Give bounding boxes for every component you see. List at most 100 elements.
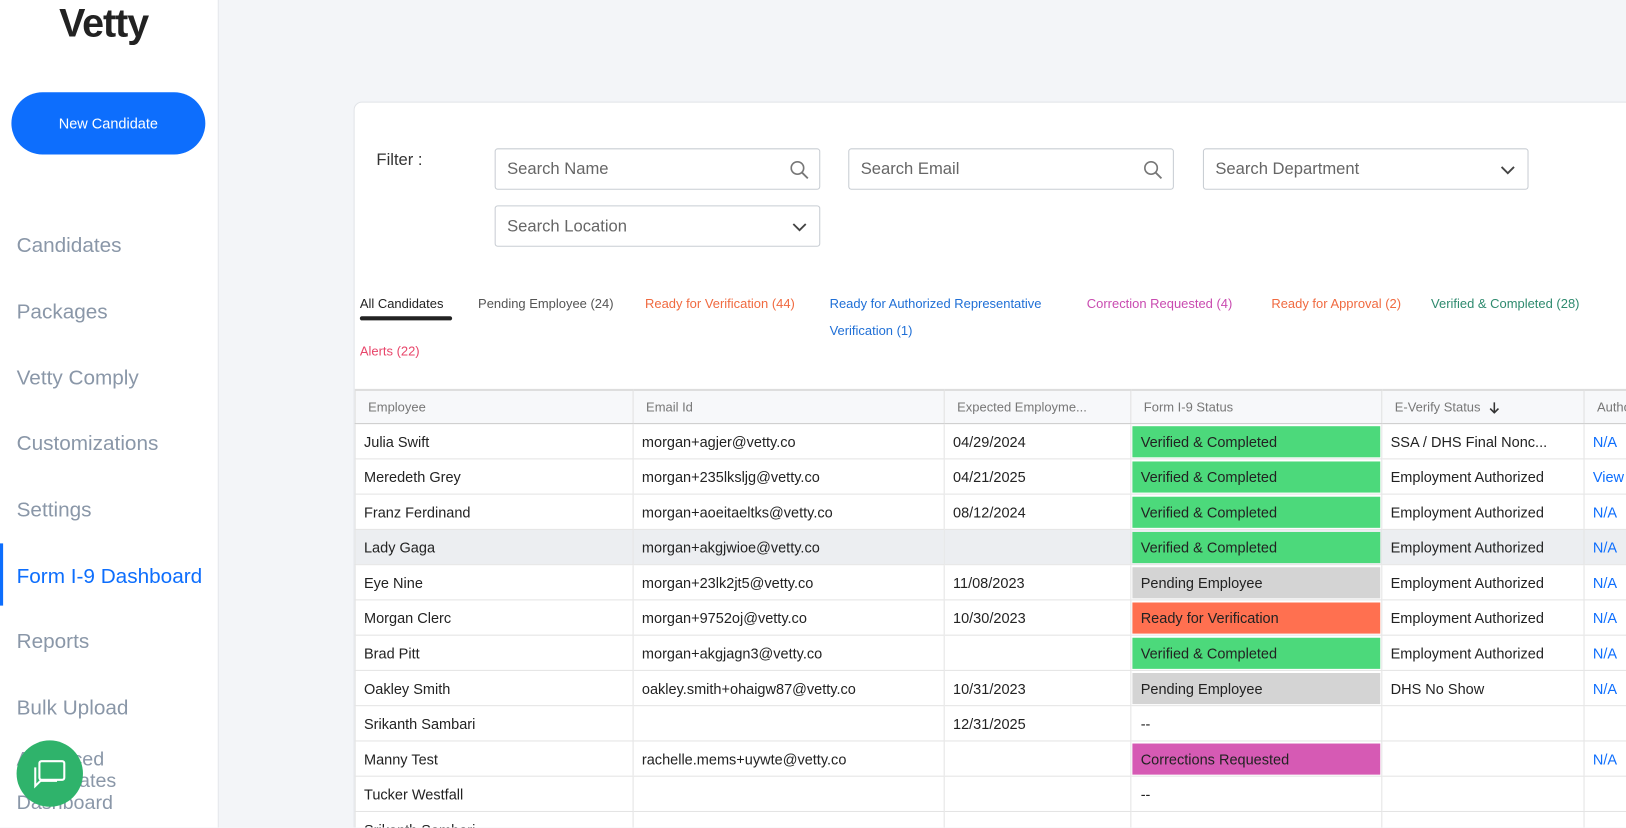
search-icon [790, 160, 809, 180]
table-row[interactable]: Tucker Westfall -- [354, 776, 1626, 812]
table-cell: Morgan Clerc [354, 599, 634, 636]
status-cell: -- [1130, 811, 1382, 828]
search-name[interactable]: Search Name [494, 148, 821, 190]
sidebar: Vetty New Candidate Candidates Packages Ve… [0, 0, 219, 828]
table-cell: morgan+akgjagn3@vetty.co [632, 635, 945, 671]
representative-link[interactable]: N/A [1583, 529, 1626, 566]
representative-link[interactable]: N/A [1583, 423, 1626, 460]
status-badge: Corrections Requested [1132, 743, 1381, 775]
table-row[interactable]: Eye Nine morgan+23lk2jt5@vetty.co 11/08/20… [354, 564, 1626, 601]
table-cell [943, 776, 1131, 812]
status-badge: -- [1140, 785, 1151, 803]
column-header[interactable]: Email Id [632, 388, 945, 425]
representative-link[interactable]: View Details [1583, 458, 1626, 495]
search-location[interactable]: Search Location [494, 205, 821, 247]
sort-icon[interactable] [1487, 402, 1502, 415]
column-header[interactable]: E-Verify Status [1381, 388, 1585, 425]
chat-icon [34, 760, 66, 789]
column-header[interactable]: Employee [354, 388, 634, 425]
search-email[interactable]: Search Email [848, 148, 1174, 190]
status-cell: Corrections Requested [1130, 740, 1382, 777]
logo[interactable]: Vetty [59, 2, 149, 46]
tab[interactable]: Verified & Completed (28) [1431, 296, 1580, 312]
table-cell: Eye Nine [354, 564, 634, 601]
active-indicator [0, 543, 4, 606]
filter-label: Filter : [376, 151, 423, 170]
table-cell: rachelle.mems+uywte@vetty.co [632, 740, 945, 777]
tab[interactable]: Correction Requested (4) [1086, 296, 1233, 312]
status-badge: Pending Employee [1132, 566, 1381, 598]
column-header[interactable]: Expected Employme... [943, 388, 1131, 425]
table-cell [1381, 776, 1585, 812]
tab[interactable]: All Candidates [359, 296, 444, 312]
representative-link[interactable]: N/A [1583, 564, 1626, 601]
nav-item[interactable]: Reports [16, 630, 90, 654]
table-cell: Employment Authorized [1381, 494, 1585, 530]
table-row[interactable]: Manny Test rachelle.mems+uywte@vetty.co Co… [354, 740, 1626, 777]
table-row[interactable]: Brad Pitt morgan+akgjagn3@vetty.co Verifie… [354, 635, 1626, 671]
table-cell [943, 740, 1131, 777]
table-row[interactable]: Lady Gaga morgan+akgjwioe@vetty.co Verifie… [354, 529, 1626, 566]
representative-link[interactable]: N/A [1583, 494, 1626, 530]
table-cell: morgan+9752oj@vetty.co [632, 599, 945, 636]
table-cell: SSA / DHS Final Nonc... [1381, 423, 1585, 460]
tab[interactable]: Ready for Verification (44) [645, 296, 795, 312]
table-cell: DHS No Show [1381, 670, 1585, 707]
table-row[interactable]: Morgan Clerc morgan+9752oj@vetty.co 10/30/… [354, 599, 1626, 636]
status-cell: Verified & Completed [1130, 494, 1382, 530]
representative-link [1583, 811, 1626, 828]
table-cell [632, 811, 945, 828]
nav-item[interactable]: Customizations [16, 432, 159, 456]
representative-link[interactable]: N/A [1583, 599, 1626, 636]
search-department[interactable]: Search Department [1202, 148, 1529, 190]
table-cell: morgan+agjer@vetty.co [632, 423, 945, 460]
table-cell: Tucker Westfall [354, 776, 634, 812]
placeholder: Search Name [507, 160, 609, 179]
table-row[interactable]: Oakley Smith oakley.smith+ohaigw87@vetty.… [354, 670, 1626, 707]
table-cell: 10/31/2023 [943, 670, 1131, 707]
table-row[interactable]: Srikanth Sambari -- [354, 811, 1626, 828]
table-row[interactable]: Meredeth Grey morgan+235lksljg@vetty.co 04… [354, 458, 1626, 495]
tab[interactable]: Ready for Authorized Representative Veri… [829, 296, 1042, 339]
nav-item[interactable]: Settings [16, 498, 92, 522]
representative-link[interactable]: N/A [1583, 740, 1626, 777]
nav-item[interactable]: Form I-9 Dashboard [16, 565, 203, 588]
table-row[interactable]: Srikanth Sambari 12/31/2025 -- [354, 705, 1626, 742]
nav-item[interactable]: Candidates [16, 234, 122, 258]
table-cell: Meredeth Grey [354, 458, 634, 495]
table-cell: 10/30/2023 [943, 599, 1131, 636]
status-cell: Verified & Completed [1130, 635, 1382, 671]
table-cell: Srikanth Sambari [354, 811, 634, 828]
nav-item[interactable]: Bulk Upload [16, 696, 129, 720]
table-cell: morgan+aoeitaeltks@vetty.co [632, 494, 945, 530]
status-cell: Verified & Completed [1130, 458, 1382, 495]
table-cell: Brad Pitt [354, 635, 634, 671]
new-candidate-button[interactable]: New Candidate [11, 92, 206, 155]
status-badge: Verified & Completed [1132, 531, 1381, 563]
status-cell: Verified & Completed [1130, 529, 1382, 566]
status-badge: Ready for Verification [1132, 601, 1381, 634]
status-cell: Pending Employee [1130, 670, 1382, 707]
status-cell: Pending Employee [1130, 564, 1382, 601]
chat-button[interactable] [16, 740, 83, 807]
placeholder: Search Location [507, 217, 628, 236]
tab[interactable]: Alerts (22) [359, 344, 420, 359]
table-row[interactable]: Franz Ferdinand morgan+aoeitaeltks@vetty.… [354, 494, 1626, 530]
tab[interactable]: Pending Employee (24) [478, 296, 614, 312]
table-cell: Oakley Smith [354, 670, 634, 707]
table-cell: morgan+23lk2jt5@vetty.co [632, 564, 945, 601]
table-cell: Manny Test [354, 740, 634, 777]
table-cell: Srikanth Sambari [354, 705, 634, 742]
tab[interactable]: Ready for Approval (2) [1271, 296, 1402, 312]
nav-item[interactable]: Packages [16, 300, 108, 324]
column-header[interactable]: Authorized Representa... [1583, 388, 1626, 425]
representative-link[interactable]: N/A [1583, 670, 1626, 707]
nav-item[interactable]: Vetty Comply [16, 367, 139, 390]
column-header[interactable]: Form I-9 Status [1130, 388, 1382, 425]
table-cell: Employment Authorized [1381, 529, 1585, 566]
table-cell: 08/12/2024 [943, 494, 1131, 530]
table-row[interactable]: Julia Swift morgan+agjer@vetty.co 04/29/20… [354, 423, 1626, 460]
representative-link[interactable]: N/A [1583, 635, 1626, 671]
candidates-table: Employee Email Id Expected Employme... Form… [354, 388, 1626, 828]
table-cell: Franz Ferdinand [354, 494, 634, 530]
